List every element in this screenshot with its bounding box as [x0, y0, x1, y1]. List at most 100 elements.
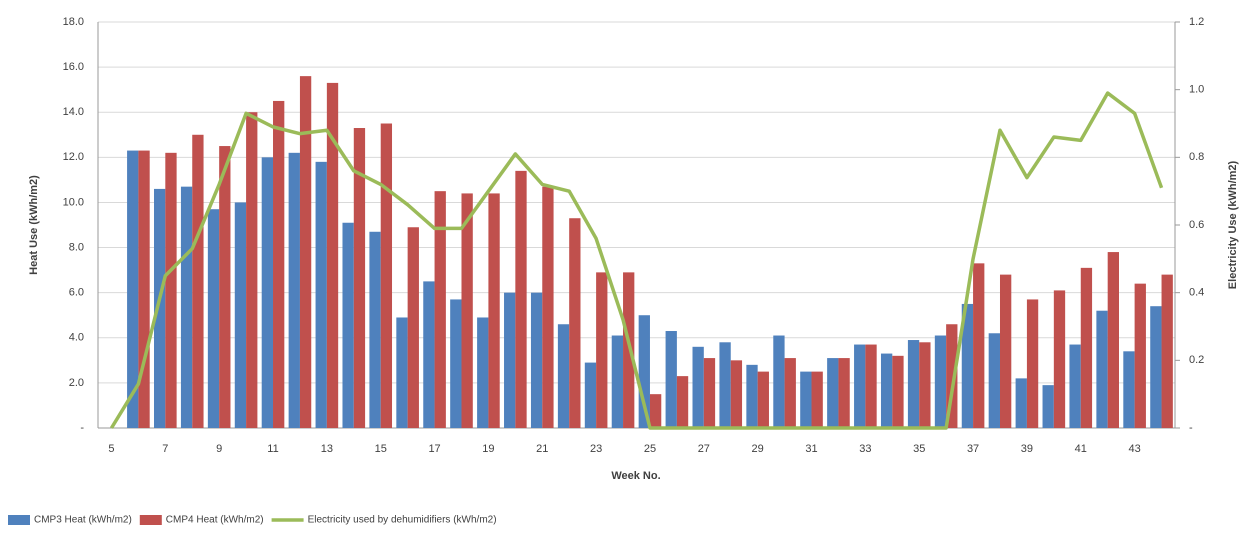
bar [315, 161, 327, 428]
bar [1161, 274, 1173, 428]
y2-tick-label: 0.8 [1189, 151, 1204, 163]
bar [488, 193, 500, 428]
bar [1134, 283, 1146, 428]
bar [692, 346, 704, 428]
x-tick-label: 23 [590, 443, 602, 455]
y-tick-label: 10.0 [63, 196, 84, 208]
x-tick-label: 39 [1021, 443, 1033, 455]
bar [596, 272, 608, 428]
y2-tick-label: 0.2 [1189, 354, 1204, 366]
bar [649, 394, 662, 428]
bar [703, 358, 716, 428]
bar [530, 292, 543, 428]
x-tick-label: 19 [482, 443, 494, 455]
bar [999, 274, 1012, 428]
bar [154, 188, 166, 428]
y-tick-label: 4.0 [69, 332, 84, 344]
bar [299, 76, 312, 428]
bar [827, 358, 839, 428]
y2-tick-label: 1.0 [1189, 84, 1204, 96]
line [109, 91, 1164, 430]
bar [246, 112, 258, 428]
bar [907, 340, 920, 428]
y-tick-label: 12.0 [63, 151, 84, 163]
bar [961, 303, 974, 428]
x-axis-title: Week No. [611, 470, 660, 482]
legend-label: Electricity used by dehumidifiers (kWh/m… [308, 515, 497, 526]
bar [946, 324, 958, 428]
bar [676, 376, 689, 428]
bar [1053, 290, 1066, 428]
bar [865, 344, 877, 428]
bar [396, 317, 408, 428]
bar [192, 134, 204, 428]
bar [973, 263, 985, 428]
bar [584, 362, 597, 428]
y2-axis-title: Electricity Use (kWh/m2) [1227, 160, 1239, 289]
x-tick-label: 29 [752, 443, 764, 455]
bar [261, 157, 274, 429]
bar [477, 317, 489, 428]
y-tick-label: 14.0 [63, 106, 84, 118]
x-tick-label: 27 [698, 443, 710, 455]
x-tick-label: 41 [1075, 443, 1087, 455]
y-tick-label: 2.0 [69, 377, 84, 389]
bar [515, 170, 527, 428]
bar [934, 335, 947, 428]
bar [504, 292, 516, 428]
bar [719, 342, 731, 428]
bar [854, 344, 866, 428]
x-tick-label: 21 [536, 443, 548, 455]
bar [180, 186, 193, 428]
bar [800, 371, 812, 428]
bar [219, 146, 231, 429]
bar [273, 100, 285, 428]
bar [838, 358, 850, 428]
y-axis-title: Heat Use (kWh/m2) [28, 175, 40, 275]
x-tick-label: 35 [913, 443, 925, 455]
y-tick-label: 18.0 [63, 16, 84, 28]
bar [892, 355, 904, 428]
bar [326, 82, 339, 429]
x-tick-label: 43 [1128, 443, 1140, 455]
x-tick-label: 15 [375, 443, 387, 455]
x-tick-label: 9 [216, 443, 222, 455]
legend-label: CMP4 Heat (kWh/m2) [166, 515, 264, 526]
bar [757, 371, 769, 428]
bar [342, 222, 354, 428]
bar [127, 150, 139, 429]
x-tick-label: 31 [805, 443, 817, 455]
bar [730, 360, 743, 428]
legend-swatch [139, 515, 162, 525]
bar [207, 209, 220, 428]
bar [165, 152, 177, 429]
bar [1150, 306, 1162, 428]
bar [369, 231, 381, 428]
x-tick-label: 37 [967, 443, 979, 455]
y2-tick-label: - [1189, 422, 1193, 434]
bar [1042, 385, 1054, 428]
y2-tick-label: 0.6 [1189, 219, 1204, 231]
bar [542, 186, 554, 428]
bar [746, 364, 758, 428]
bar [1107, 252, 1119, 428]
bar [611, 335, 624, 428]
bar [1069, 344, 1081, 428]
bar [461, 193, 473, 428]
bar [288, 152, 300, 429]
bar [1123, 351, 1135, 428]
x-tick-label: 5 [108, 443, 114, 455]
x-tick-label: 11 [267, 443, 278, 455]
bar [234, 202, 247, 428]
bar [988, 333, 1000, 428]
bar [557, 324, 570, 428]
bar [811, 371, 823, 428]
x-tick-label: 7 [162, 443, 168, 455]
bar [434, 191, 446, 428]
bar [1096, 310, 1108, 428]
y-tick-label: - [80, 422, 84, 434]
bar [423, 281, 435, 428]
bar [407, 227, 419, 428]
bar [773, 335, 785, 428]
